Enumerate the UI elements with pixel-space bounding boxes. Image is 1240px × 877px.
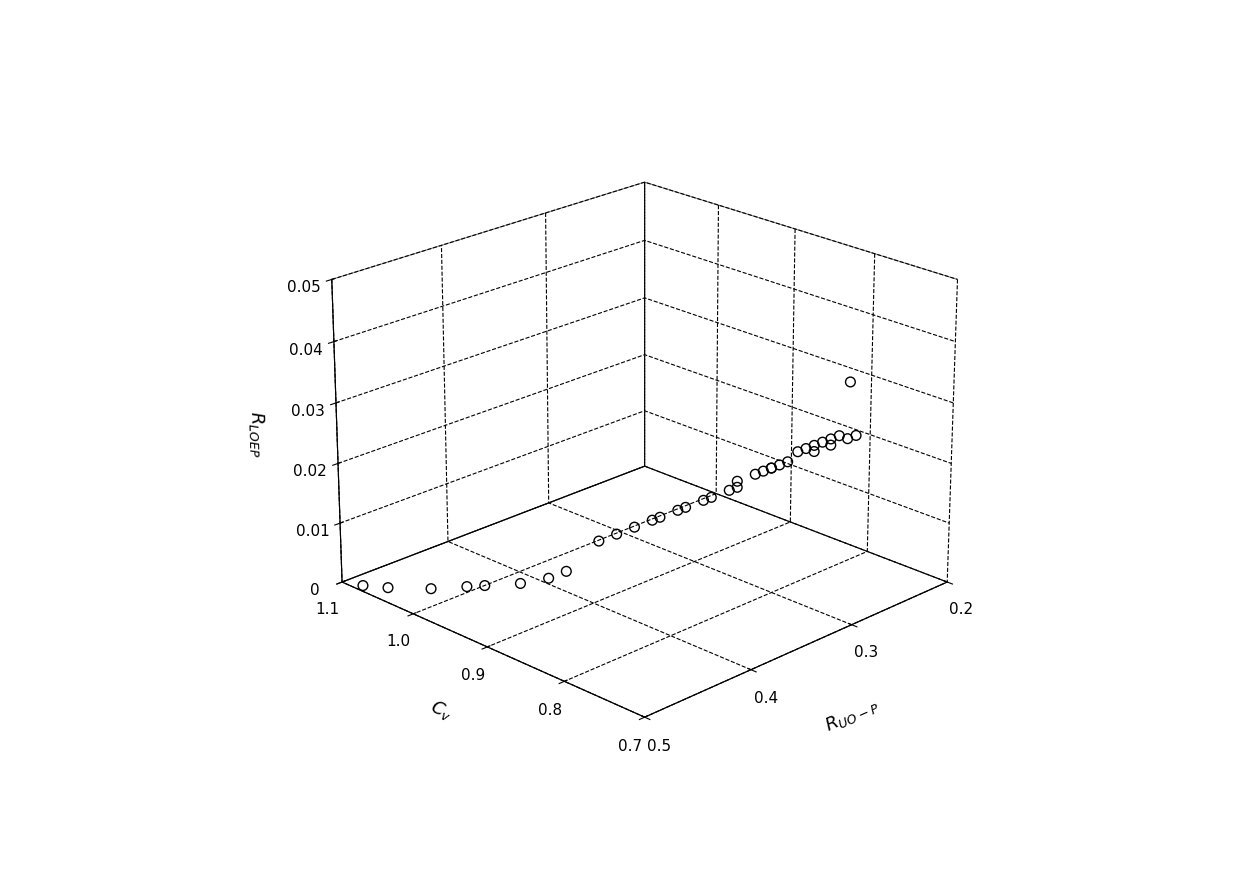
- X-axis label: $R_{UO-P}$: $R_{UO-P}$: [822, 694, 882, 736]
- Y-axis label: $C_v$: $C_v$: [427, 696, 455, 724]
